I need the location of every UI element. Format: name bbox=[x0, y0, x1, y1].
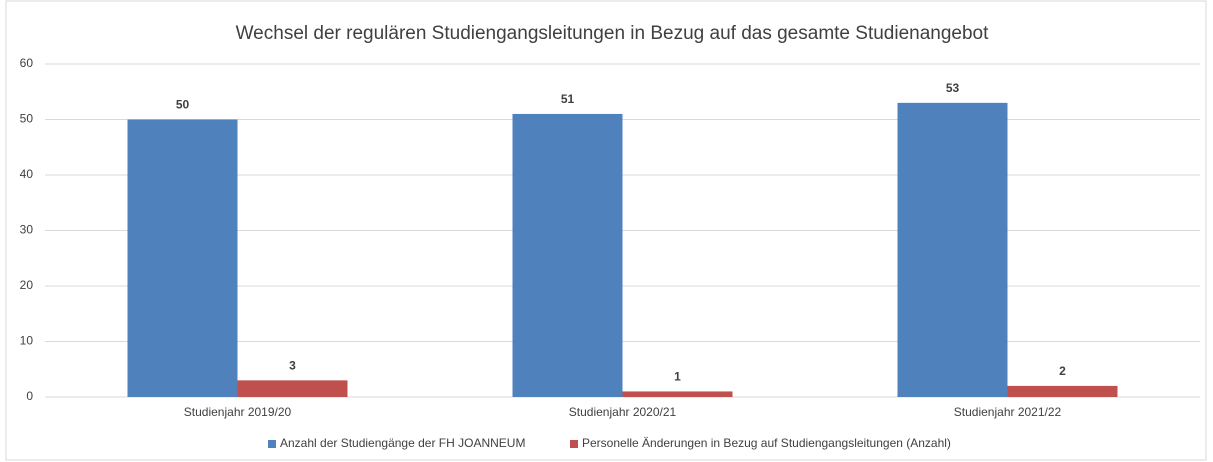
data-label: 1 bbox=[674, 370, 681, 384]
x-tick-label: Studienjahr 2019/20 bbox=[184, 405, 292, 419]
bar bbox=[512, 113, 623, 397]
y-tick-label: 0 bbox=[26, 389, 33, 403]
bar bbox=[897, 102, 1008, 397]
data-label: 2 bbox=[1059, 364, 1066, 378]
data-label: 50 bbox=[176, 98, 190, 112]
legend-label: Anzahl der Studiengänge der FH JOANNEUM bbox=[280, 436, 525, 450]
legend-swatch bbox=[268, 440, 276, 448]
legend-swatch bbox=[570, 440, 578, 448]
data-label: 51 bbox=[561, 92, 575, 106]
y-tick-label: 40 bbox=[20, 167, 34, 181]
data-label: 53 bbox=[946, 81, 960, 95]
bar bbox=[127, 119, 238, 397]
y-tick-label: 60 bbox=[20, 56, 34, 70]
y-tick-label: 10 bbox=[20, 334, 34, 348]
bar bbox=[237, 380, 348, 397]
y-tick-label: 30 bbox=[20, 223, 34, 237]
chart-title: Wechsel der regulären Studiengangsleitun… bbox=[236, 23, 990, 44]
x-tick-label: Studienjahr 2020/21 bbox=[569, 405, 677, 419]
data-label: 3 bbox=[289, 359, 296, 373]
legend-label: Personelle Änderungen in Bezug auf Studi… bbox=[582, 436, 951, 450]
bar bbox=[622, 391, 733, 397]
y-tick-label: 50 bbox=[20, 112, 34, 126]
x-tick-label: Studienjahr 2021/22 bbox=[954, 405, 1062, 419]
y-tick-label: 20 bbox=[20, 278, 34, 292]
bar bbox=[1007, 385, 1118, 397]
